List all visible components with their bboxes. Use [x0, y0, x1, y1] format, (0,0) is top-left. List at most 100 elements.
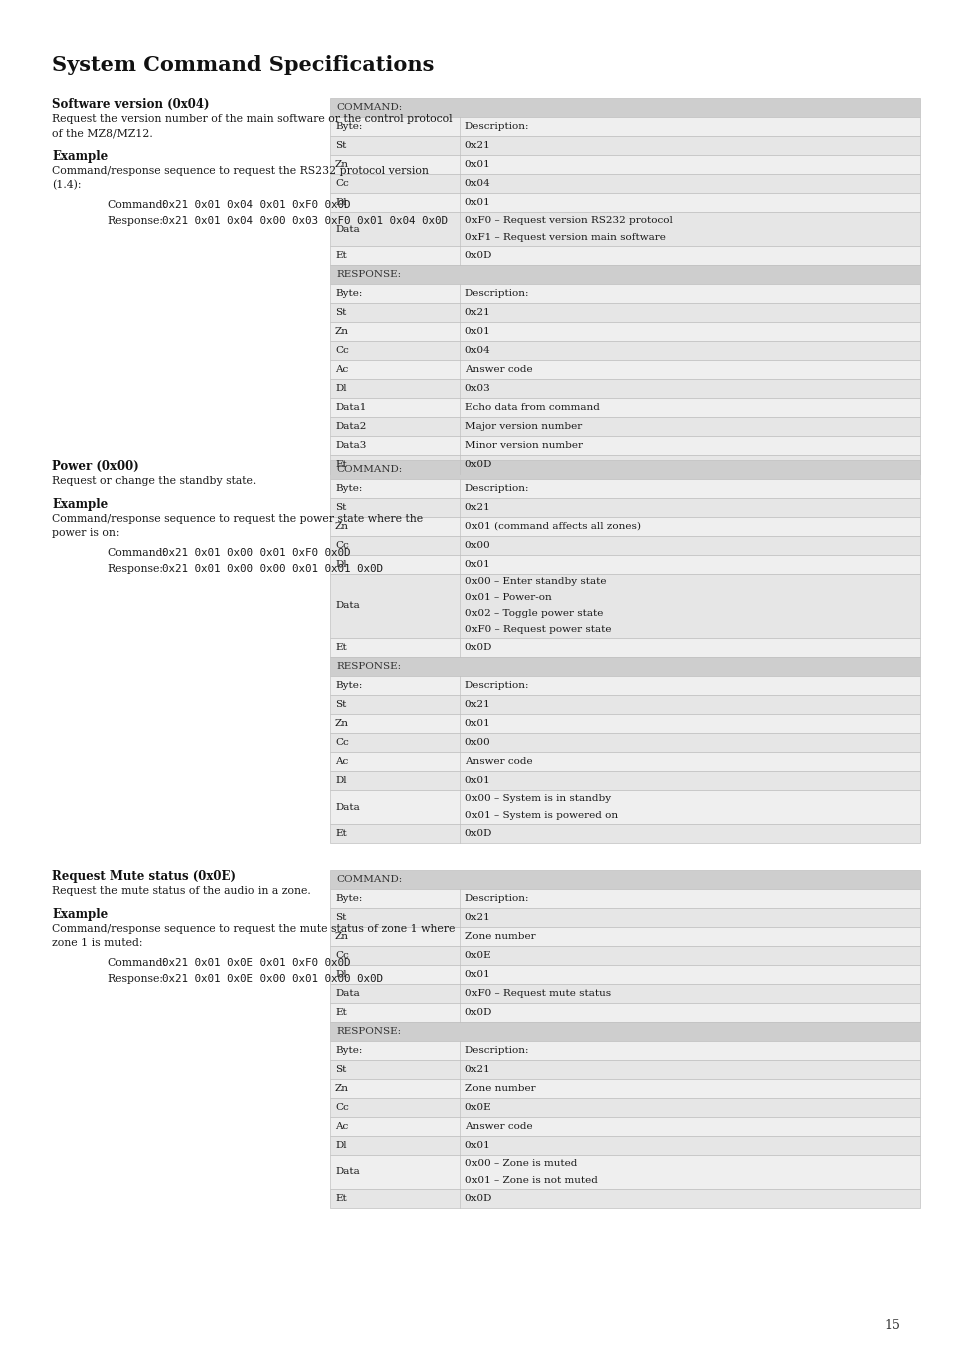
- Text: Zn: Zn: [335, 720, 349, 728]
- Text: St: St: [335, 1065, 346, 1075]
- Text: Response:: Response:: [107, 564, 163, 574]
- Text: 0x00 – Enter standby state: 0x00 – Enter standby state: [464, 578, 606, 586]
- Text: 0x04: 0x04: [464, 180, 490, 188]
- Text: 0x21: 0x21: [464, 913, 490, 922]
- Text: Zn: Zn: [335, 522, 349, 531]
- Text: Et: Et: [335, 829, 346, 838]
- Bar: [330, 398, 919, 417]
- Text: Dl: Dl: [335, 383, 346, 393]
- Bar: [330, 455, 919, 474]
- Bar: [330, 1041, 919, 1060]
- Text: Response:: Response:: [107, 216, 163, 225]
- Bar: [330, 436, 919, 455]
- Text: (1.4):: (1.4):: [52, 180, 81, 190]
- Text: RESPONSE:: RESPONSE:: [335, 662, 400, 671]
- Text: St: St: [335, 701, 346, 709]
- Text: 0x02 – Toggle power state: 0x02 – Toggle power state: [464, 609, 602, 618]
- Text: 0x01: 0x01: [464, 720, 490, 728]
- Text: 0x0D: 0x0D: [464, 829, 492, 838]
- Text: 0x01 – Power-on: 0x01 – Power-on: [464, 594, 551, 602]
- Text: Data3: Data3: [335, 441, 366, 450]
- Text: Data: Data: [335, 602, 359, 610]
- Text: 0x01: 0x01: [464, 560, 490, 568]
- Text: 0x01: 0x01: [464, 776, 490, 784]
- Text: 0x0D: 0x0D: [464, 1193, 492, 1203]
- Text: Answer code: Answer code: [464, 757, 532, 765]
- Text: power is on:: power is on:: [52, 528, 119, 539]
- Text: 0xF0 – Request mute status: 0xF0 – Request mute status: [464, 990, 610, 998]
- Text: 0x0D: 0x0D: [464, 251, 492, 261]
- Bar: [330, 733, 919, 752]
- Bar: [330, 155, 919, 174]
- Text: Request the version number of the main software or the control protocol: Request the version number of the main s…: [52, 113, 452, 124]
- Text: Cc: Cc: [335, 541, 349, 549]
- Text: 0x0D: 0x0D: [464, 1008, 492, 1017]
- Text: 0x01 (command affects all zones): 0x01 (command affects all zones): [464, 522, 640, 531]
- Bar: [330, 1098, 919, 1116]
- Text: Data: Data: [335, 1168, 359, 1176]
- Text: Description:: Description:: [464, 680, 529, 690]
- Text: 0xF1 – Request version main software: 0xF1 – Request version main software: [464, 234, 665, 242]
- Bar: [330, 1135, 919, 1156]
- Text: Ac: Ac: [335, 757, 348, 765]
- Text: Data2: Data2: [335, 423, 366, 431]
- Text: 0x00 – System is in standby: 0x00 – System is in standby: [464, 794, 610, 803]
- Text: 0x00: 0x00: [464, 541, 490, 549]
- Bar: [330, 714, 919, 733]
- Bar: [330, 379, 919, 398]
- Text: RESPONSE:: RESPONSE:: [335, 270, 400, 279]
- Text: Description:: Description:: [464, 1046, 529, 1054]
- Text: Zone number: Zone number: [464, 1084, 535, 1094]
- Text: 0x0D: 0x0D: [464, 460, 492, 468]
- Text: 0x01 – System is powered on: 0x01 – System is powered on: [464, 811, 618, 819]
- Text: Software version (0x04): Software version (0x04): [52, 99, 210, 111]
- Text: Cc: Cc: [335, 346, 349, 355]
- Text: Byte:: Byte:: [335, 1046, 362, 1054]
- Text: Data: Data: [335, 990, 359, 998]
- Text: St: St: [335, 308, 346, 317]
- Text: Zone number: Zone number: [464, 931, 535, 941]
- Text: Answer code: Answer code: [464, 364, 532, 374]
- Text: Zn: Zn: [335, 931, 349, 941]
- Text: COMMAND:: COMMAND:: [335, 103, 402, 112]
- Text: Example: Example: [52, 909, 108, 921]
- Text: Byte:: Byte:: [335, 680, 362, 690]
- Bar: [330, 360, 919, 379]
- Bar: [330, 517, 919, 536]
- Text: 0x21 0x01 0x0E 0x01 0xF0 0x0D: 0x21 0x01 0x0E 0x01 0xF0 0x0D: [162, 958, 350, 968]
- Text: Et: Et: [335, 1008, 346, 1017]
- Text: St: St: [335, 504, 346, 512]
- Bar: [330, 417, 919, 436]
- Bar: [330, 479, 919, 498]
- Text: 0x21 0x01 0x04 0x00 0x03 0xF0 0x01 0x04 0x0D: 0x21 0x01 0x04 0x00 0x03 0xF0 0x01 0x04 …: [162, 216, 448, 225]
- Text: of the MZ8/MZ12.: of the MZ8/MZ12.: [52, 128, 152, 138]
- Text: Et: Et: [335, 1193, 346, 1203]
- Text: Dl: Dl: [335, 1141, 346, 1150]
- Text: Zn: Zn: [335, 1084, 349, 1094]
- Text: Byte:: Byte:: [335, 485, 362, 493]
- Text: St: St: [335, 913, 346, 922]
- Bar: [330, 946, 919, 965]
- Text: 0x21 0x01 0x04 0x01 0xF0 0x0D: 0x21 0x01 0x04 0x01 0xF0 0x0D: [162, 200, 350, 211]
- Text: Zn: Zn: [335, 327, 349, 336]
- Bar: [330, 193, 919, 212]
- Text: 0x00 – Zone is muted: 0x00 – Zone is muted: [464, 1160, 577, 1168]
- Bar: [330, 302, 919, 323]
- Text: Byte:: Byte:: [335, 122, 362, 131]
- Text: Request Mute status (0x0E): Request Mute status (0x0E): [52, 869, 235, 883]
- Bar: [330, 460, 919, 479]
- Bar: [330, 965, 919, 984]
- Text: 0x0D: 0x0D: [464, 643, 492, 652]
- Bar: [330, 574, 919, 639]
- Text: Description:: Description:: [464, 894, 529, 903]
- Bar: [330, 676, 919, 695]
- Bar: [330, 99, 919, 117]
- Text: Byte:: Byte:: [335, 289, 362, 298]
- Bar: [330, 927, 919, 946]
- Bar: [330, 752, 919, 771]
- Text: Cc: Cc: [335, 180, 349, 188]
- Text: 0x01: 0x01: [464, 971, 490, 979]
- Text: 0x01: 0x01: [464, 327, 490, 336]
- Text: Ac: Ac: [335, 1122, 348, 1131]
- Text: 0xF0 – Request power state: 0xF0 – Request power state: [464, 625, 611, 634]
